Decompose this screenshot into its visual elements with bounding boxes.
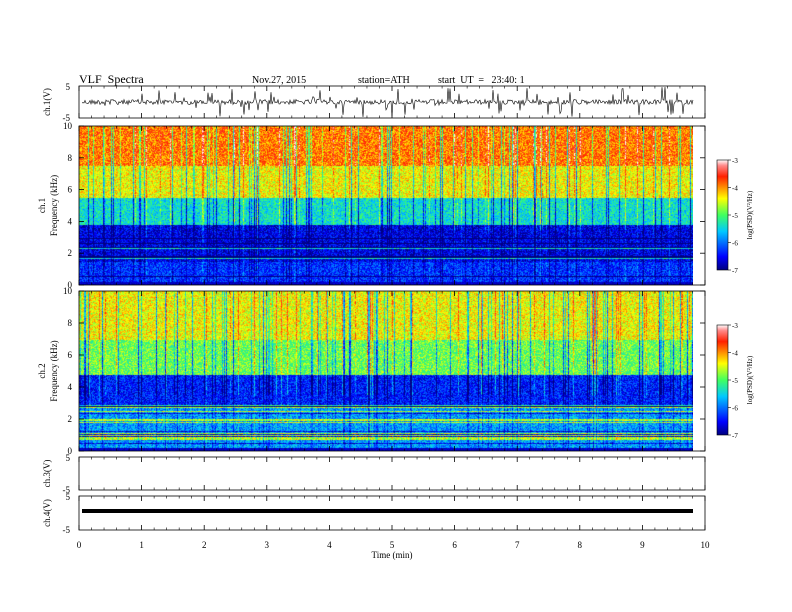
station-label: station=ATH [358, 75, 410, 86]
ch1-colorbar-tick-label: -4 [732, 185, 738, 193]
ch2-freq-tick-label: 8 [68, 318, 73, 328]
ch2-freq-tick-label: 2 [68, 414, 73, 424]
date-label: Nov.27, 2015 [252, 75, 307, 86]
ch2-colorbar-tick-label: -7 [732, 432, 738, 440]
ch3-ytick-label: -5 [63, 485, 71, 495]
x-axis-label: Time (min) [372, 550, 413, 560]
x-tick-label: 8 [578, 540, 583, 550]
ch1-freq-tick-label: 4 [68, 216, 73, 226]
x-tick-label: 2 [202, 540, 207, 550]
ch3-ytick-label: 5 [66, 453, 71, 463]
ch1-freq-tick-label: 0 [68, 280, 73, 290]
x-tick-label: 6 [452, 540, 457, 550]
x-tick-label: 1 [139, 540, 144, 550]
ch1-colorbar-tick-label: -3 [732, 157, 738, 165]
ch2-colorbar-tick-label: -6 [732, 405, 738, 413]
ch1-ylabel-frequency: Frequency (kHz) [49, 175, 59, 236]
ch4-ylabel: ch.4(V) [42, 499, 52, 527]
ch2-freq-tick-label: 0 [68, 446, 73, 456]
ch1-freq-tick-label: 2 [68, 248, 73, 258]
ch1-colorbar [716, 159, 729, 271]
ch2-freq-tick-label: 4 [68, 382, 73, 392]
ch1-colorbar-tick-label: -7 [732, 267, 738, 275]
x-tick-label: 7 [515, 540, 520, 550]
ch1-waveform-line [81, 86, 694, 118]
ch1-freq-tick-label: 6 [68, 185, 73, 195]
ch1-colorbar-tick-label: -5 [732, 212, 738, 220]
ch2-colorbar-tick-label: -4 [732, 350, 738, 358]
ch2-colorbar-label: log(PSD)(V²/Hz) [746, 355, 754, 404]
ch1-ytick-label: -5 [63, 113, 71, 123]
ch2-ylabel-channel: ch.2 [37, 363, 47, 378]
ch1-freq-tick-label: 10 [63, 121, 73, 131]
start-ut-label: start UT = 23:40: 1 [438, 75, 525, 86]
ch1-ylabel: ch.1(V) [42, 88, 52, 116]
x-tick-label: 0 [77, 540, 82, 550]
ch2-freq-tick-label: 6 [68, 350, 73, 360]
ch1-freq-tick-label: 8 [68, 153, 73, 163]
x-tick-label: 5 [390, 540, 395, 550]
x-tick-label: 10 [701, 540, 711, 550]
ch1-colorbar-label: log(PSD)(V²/Hz) [746, 190, 754, 239]
ch2-ylabel-frequency: Frequency (kHz) [49, 340, 59, 401]
x-tick-label: 9 [640, 540, 645, 550]
x-tick-label: 4 [327, 540, 332, 550]
ch1-ytick-label: 5 [66, 82, 71, 92]
ch1-colorbar-tick-label: -6 [732, 240, 738, 248]
ch2-colorbar [716, 324, 729, 436]
ch2-colorbar-tick-label: -3 [732, 322, 738, 330]
x-tick-label: 3 [265, 540, 270, 550]
ch2-spectrogram-image [79, 291, 693, 451]
figure-title: VLF Spectra [79, 72, 144, 86]
ch4-ytick-label: -5 [63, 525, 71, 535]
ch2-colorbar-tick-label: -5 [732, 377, 738, 385]
ch4-ytick-label: 5 [66, 492, 71, 502]
ch1-ylabel-channel: ch.1 [37, 198, 47, 213]
ch3-ylabel: ch.3(V) [42, 460, 52, 488]
ch1-spectrogram-image [79, 126, 693, 285]
ch2-freq-tick-label: 10 [63, 286, 73, 296]
